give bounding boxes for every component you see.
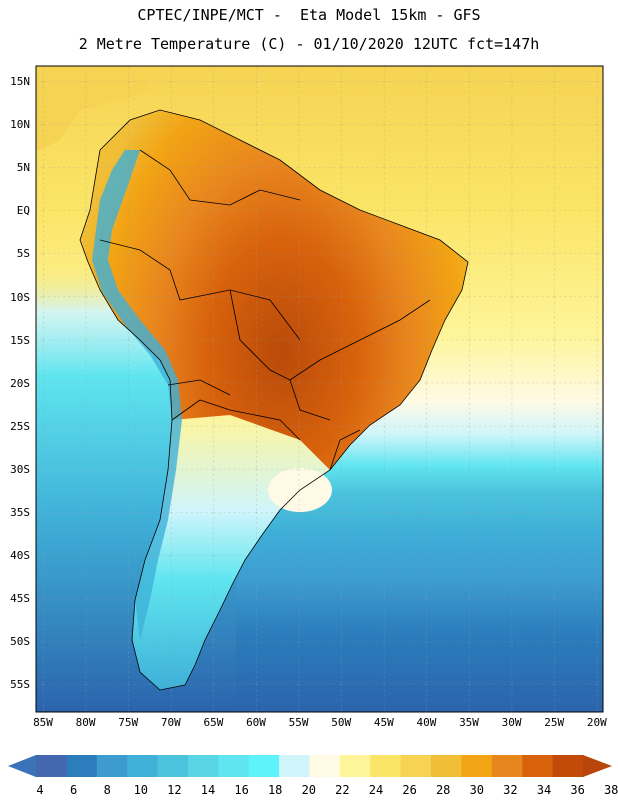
lat-label: 20S <box>10 376 30 390</box>
header-title-line1: CPTEC/INPE/MCT - Eta Model 15km - GFS <box>137 6 481 24</box>
lon-label: 30W <box>501 716 522 729</box>
lat-lon-grid <box>36 66 603 712</box>
colorbar-label: 18 <box>267 783 283 797</box>
colorbar-label: 10 <box>133 783 149 797</box>
lat-label: 55S <box>10 678 30 692</box>
colorbar-label: 8 <box>103 783 111 797</box>
lat-label: 10N <box>10 118 30 132</box>
colorbar <box>8 755 612 777</box>
plot-area <box>36 66 603 712</box>
lat-label: 40S <box>10 549 30 563</box>
colorbar-label: 34 <box>536 783 552 797</box>
lat-label: 10S <box>10 290 30 304</box>
colorbar-swatch <box>370 755 402 777</box>
lat-label: 35S <box>10 506 30 519</box>
colorbar-label: 6 <box>69 783 78 797</box>
colorbar-label: 12 <box>167 783 182 797</box>
colorbar-label: 4 <box>36 783 44 797</box>
colorbar-swatch <box>431 755 462 777</box>
colorbar-label: 32 <box>503 783 518 797</box>
lon-label: 45W <box>373 716 394 729</box>
colorbar-swatch <box>36 755 67 777</box>
colorbar-swatch <box>339 755 371 777</box>
colorbar-low-arrow <box>8 755 36 777</box>
lat-label: 30S <box>10 462 30 476</box>
lon-label: 55W <box>288 716 309 729</box>
lon-label: 80W <box>75 716 96 729</box>
lon-label: 25W <box>544 716 565 729</box>
colorbar-swatch <box>279 755 310 777</box>
colorbar-swatch <box>461 755 493 777</box>
lon-label: 85W <box>33 716 53 729</box>
colorbar-swatch <box>187 755 219 777</box>
colorbar-label: 38 <box>603 783 618 797</box>
colorbar-swatch <box>400 755 432 777</box>
lon-label: 75W <box>118 716 139 729</box>
lon-label: 60W <box>246 716 266 729</box>
colorbar-label: 22 <box>335 783 350 797</box>
colorbar-swatch <box>66 755 98 777</box>
colorbar-label: 26 <box>402 783 417 797</box>
lat-label: 5N <box>16 161 30 175</box>
lon-label: 35W <box>459 716 479 729</box>
colorbar-label: 28 <box>435 783 451 797</box>
lat-label: 50S <box>10 635 30 649</box>
colorbar-swatch <box>96 755 128 777</box>
colorbar-swatch <box>491 755 523 777</box>
lat-label: 45S <box>10 592 30 606</box>
colorbar-swatch <box>157 755 189 777</box>
colorbar-label: 36 <box>570 783 585 797</box>
colorbar-swatch <box>522 755 554 777</box>
country-borders <box>79 109 469 691</box>
colorbar-swatch <box>309 755 341 777</box>
colorbar-label: 14 <box>200 783 216 797</box>
colorbar-swatch <box>218 755 250 777</box>
lon-label: 70W <box>160 716 181 729</box>
colorbar-label: 24 <box>368 783 384 797</box>
plot-frame <box>35 65 604 713</box>
lon-label: 50W <box>331 716 352 729</box>
lon-label: 65W <box>203 716 224 729</box>
lon-label: 40W <box>416 716 437 729</box>
lon-label: 20W <box>586 716 607 729</box>
colorbar-swatch <box>552 755 584 777</box>
header-title-line2: 2 Metre Temperature (C) - 01/10/2020 12U… <box>78 35 540 53</box>
lat-label: 15S <box>10 333 30 347</box>
colorbar-swatch <box>248 755 280 777</box>
lat-label: 15N <box>10 75 30 88</box>
colorbar-swatch <box>127 755 159 777</box>
lat-label: 5S <box>16 247 30 261</box>
colorbar-label: 20 <box>301 783 317 797</box>
colorbar-high-arrow <box>583 755 612 777</box>
colorbar-label: 16 <box>234 783 249 797</box>
lat-label: 25S <box>10 419 30 433</box>
lat-label: EQ <box>16 204 30 218</box>
colorbar-label: 30 <box>469 783 485 797</box>
